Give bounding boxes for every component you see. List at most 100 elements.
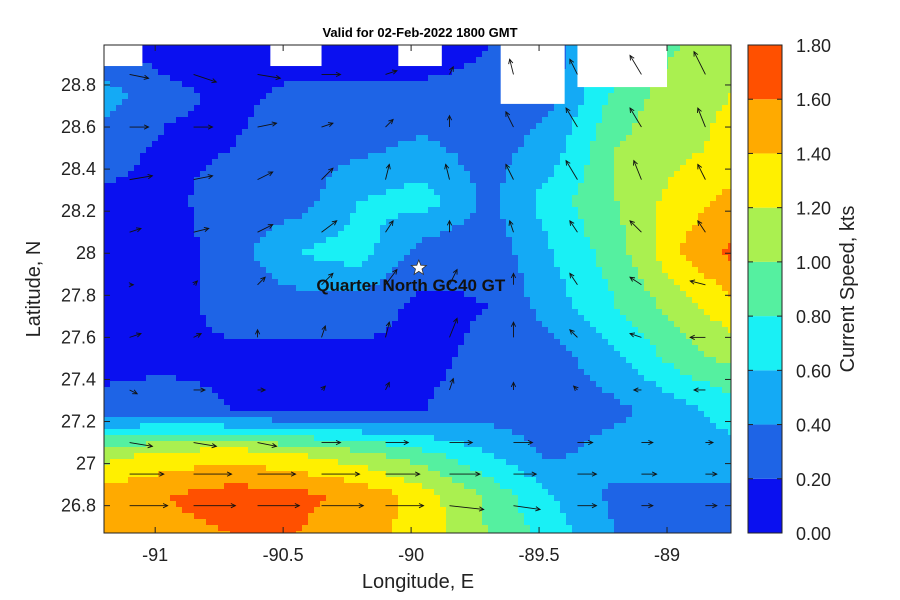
- speed-cell: [266, 207, 273, 214]
- speed-cell: [212, 105, 219, 112]
- speed-cell: [632, 291, 639, 298]
- speed-cell: [650, 219, 657, 226]
- speed-cell: [614, 93, 621, 100]
- speed-cell: [542, 147, 549, 154]
- speed-cell: [158, 153, 165, 160]
- speed-cell: [350, 261, 357, 268]
- speed-cell: [698, 45, 705, 52]
- speed-cell: [434, 87, 441, 94]
- speed-cell: [428, 177, 435, 184]
- speed-cell: [686, 183, 693, 190]
- speed-cell: [518, 129, 525, 136]
- speed-cell: [704, 93, 711, 100]
- speed-cell: [674, 93, 681, 100]
- speed-cell: [224, 123, 231, 130]
- speed-cell: [350, 165, 357, 172]
- speed-cell: [614, 87, 621, 94]
- speed-cell: [512, 105, 519, 112]
- speed-cell: [542, 195, 549, 202]
- speed-cell: [530, 267, 537, 274]
- speed-cell: [620, 159, 627, 166]
- speed-cell: [338, 69, 345, 76]
- speed-cell: [506, 159, 513, 166]
- speed-cell: [278, 141, 285, 148]
- speed-cell: [584, 267, 591, 274]
- speed-cell: [350, 87, 357, 94]
- speed-cell: [644, 291, 651, 298]
- speed-cell: [290, 249, 297, 256]
- speed-cell: [362, 183, 369, 190]
- speed-cell: [410, 129, 417, 136]
- speed-cell: [572, 177, 579, 184]
- speed-cell: [404, 117, 411, 124]
- speed-cell: [332, 105, 339, 112]
- speed-cell: [350, 273, 357, 280]
- speed-cell: [578, 261, 585, 268]
- speed-cell: [644, 93, 651, 100]
- speed-cell: [542, 273, 549, 280]
- speed-cell: [314, 135, 321, 142]
- speed-cell: [338, 207, 345, 214]
- speed-cell: [152, 129, 159, 136]
- speed-cell: [500, 129, 507, 136]
- speed-cell: [146, 195, 153, 202]
- speed-cell: [338, 219, 345, 226]
- speed-cell: [230, 171, 237, 178]
- speed-cell: [386, 273, 393, 280]
- speed-cell: [722, 237, 729, 244]
- speed-cell: [422, 105, 429, 112]
- speed-cell: [320, 45, 327, 52]
- speed-cell: [278, 309, 285, 316]
- speed-cell: [476, 177, 483, 184]
- speed-cell: [668, 177, 675, 184]
- speed-cell: [356, 213, 363, 220]
- speed-cell: [320, 219, 327, 226]
- speed-cell: [488, 135, 495, 142]
- speed-cell: [176, 279, 183, 286]
- speed-cell: [218, 321, 225, 328]
- speed-cell: [128, 219, 135, 226]
- speed-cell: [668, 63, 675, 70]
- speed-cell: [176, 57, 183, 64]
- speed-cell: [140, 63, 147, 70]
- speed-cell: [566, 309, 573, 316]
- speed-cell: [236, 81, 243, 88]
- speed-cell: [236, 303, 243, 310]
- speed-cell: [128, 69, 135, 76]
- speed-cell: [728, 273, 731, 280]
- speed-cell: [116, 117, 123, 124]
- speed-cell: [668, 237, 675, 244]
- speed-cell: [440, 297, 447, 304]
- speed-cell: [698, 171, 705, 178]
- speed-cell: [392, 45, 399, 52]
- speed-cell: [614, 273, 621, 280]
- speed-cell: [314, 117, 321, 124]
- speed-cell: [326, 189, 333, 196]
- speed-cell: [710, 51, 717, 58]
- speed-cell: [320, 183, 327, 190]
- speed-cell: [368, 99, 375, 106]
- speed-cell: [200, 195, 207, 202]
- speed-cell: [290, 225, 297, 232]
- speed-cell: [674, 285, 681, 292]
- speed-cell: [500, 183, 507, 190]
- speed-cell: [428, 75, 435, 82]
- speed-cell: [518, 243, 525, 250]
- speed-cell: [182, 273, 189, 280]
- speed-cell: [116, 225, 123, 232]
- speed-cell: [404, 321, 411, 328]
- speed-cell: [344, 237, 351, 244]
- speed-cell: [110, 105, 117, 112]
- speed-cell: [230, 207, 237, 214]
- speed-cell: [530, 243, 537, 250]
- speed-cell: [464, 177, 471, 184]
- speed-cell: [404, 231, 411, 238]
- speed-cell: [608, 309, 615, 316]
- speed-cell: [272, 261, 279, 268]
- speed-cell: [266, 69, 273, 76]
- speed-cell: [290, 327, 297, 334]
- speed-cell: [650, 213, 657, 220]
- speed-cell: [308, 261, 315, 268]
- speed-cell: [284, 213, 291, 220]
- speed-cell: [422, 279, 429, 286]
